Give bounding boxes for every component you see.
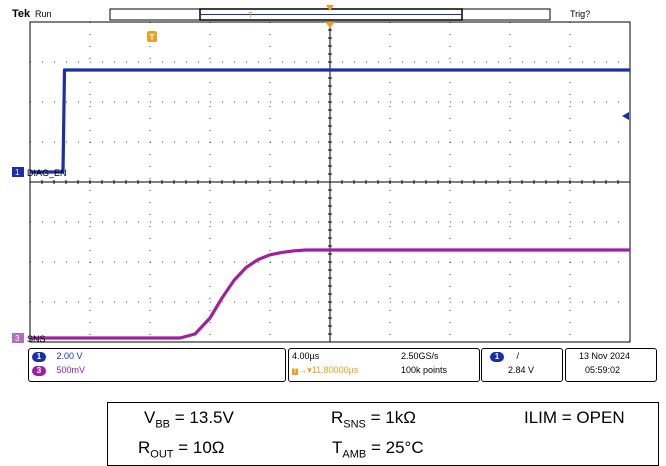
waveform-traces	[30, 68, 630, 340]
ch1-ground-number: 1	[15, 168, 20, 177]
vbb-condition: VBB = 13.5V	[144, 408, 234, 431]
record-length-readout: 100k points	[401, 365, 448, 375]
ch3-trace-label: SNS	[27, 334, 46, 344]
trigger-t-marker-icon[interactable]	[147, 31, 157, 42]
trigger-position-marker-icon[interactable]	[325, 22, 335, 28]
trigger-offset-icon: T	[292, 368, 299, 375]
test-conditions-box: VBB = 13.5V RSNS = 1kΩ ILIM = OPEN ROUT …	[107, 402, 659, 466]
time-readout: 05:59:02	[585, 365, 621, 375]
ch3-badge[interactable]: 3	[32, 366, 46, 376]
graticule	[29, 21, 631, 343]
trigger-t-marker-label: T	[150, 33, 155, 42]
ch1-waveform	[30, 68, 630, 174]
ch1-trace-label: DIAG_EN	[27, 168, 67, 178]
ilim-condition: ILIM = OPEN	[524, 408, 625, 427]
trigger-state: Trig?	[570, 9, 590, 19]
trigger-level-marker-icon[interactable]	[622, 112, 629, 120]
trigger-level-readout: 2.84 V	[508, 365, 535, 375]
trigger-slope-icon: /	[516, 351, 520, 361]
timebase-readout: 4.00µs	[292, 351, 320, 361]
trigger-offset-arrow-icon: →▾	[298, 365, 312, 375]
rout-condition: ROUT = 10Ω	[138, 438, 225, 461]
datetime-panel: 13 Nov 2024 05:59:02	[565, 348, 657, 382]
ch3-scale: 500mV	[56, 365, 86, 375]
tamb-condition: TAMB = 25°C	[332, 438, 424, 461]
ch1-scale: 2.00 V	[56, 351, 83, 361]
trigger-source-badge: 1	[490, 352, 504, 362]
channel-scale-panel[interactable]: 1 2.00 V 3 500mV	[28, 348, 286, 382]
horizontal-panel[interactable]: 4.00µs 2.50GS/s T→▾11.80000µs 100k point…	[288, 348, 480, 382]
trigger-panel[interactable]: 1 / 2.84 V	[481, 348, 563, 382]
ch1-ground-marker[interactable]	[12, 167, 24, 177]
brand-logo: Tek	[12, 8, 31, 20]
overview-trigger-mark: T	[248, 11, 253, 20]
run-state: Run	[35, 9, 52, 19]
date-readout: 13 Nov 2024	[579, 351, 631, 361]
sample-rate-readout: 2.50GS/s	[401, 351, 439, 361]
ch3-ground-marker[interactable]	[12, 333, 24, 343]
trigger-offset-readout: 11.80000µs	[311, 365, 359, 375]
ch1-badge[interactable]: 1	[32, 352, 46, 362]
ch3-waveform	[30, 248, 630, 340]
rsns-condition: RSNS = 1kΩ	[331, 408, 416, 431]
trigger-point-arrow-icon	[326, 5, 334, 11]
ch3-ground-number: 3	[15, 334, 20, 343]
